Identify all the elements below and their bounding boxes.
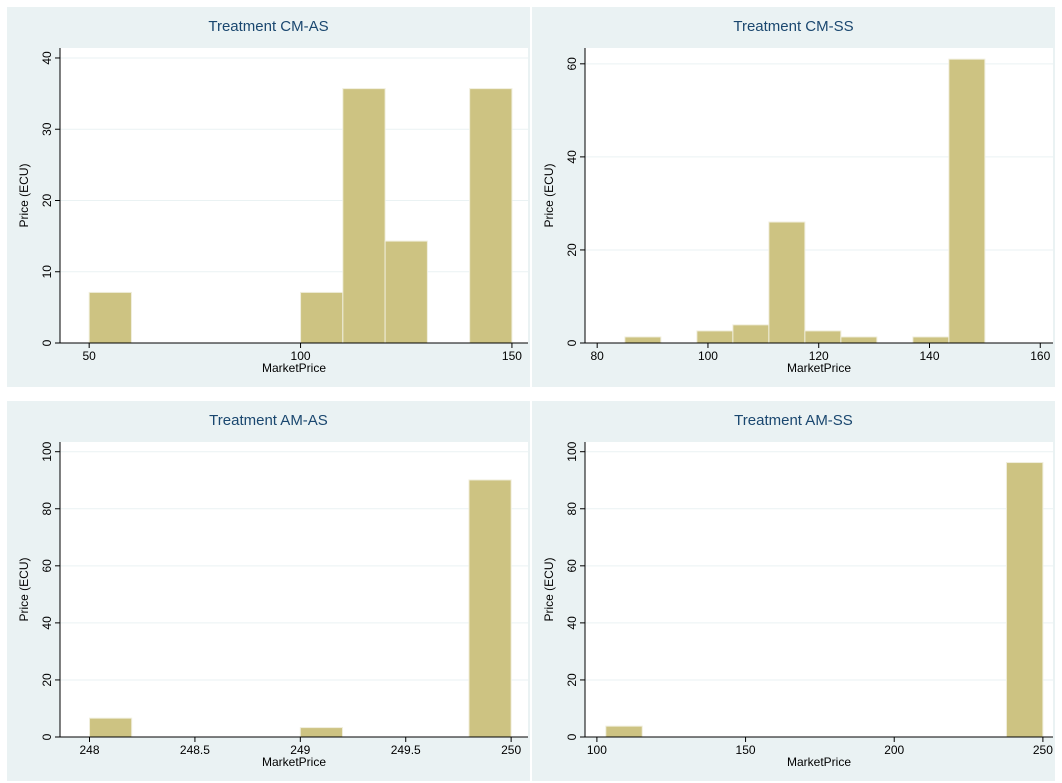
x-axis-label: MarketPrice bbox=[262, 361, 326, 375]
y-axis-label: Price (ECU) bbox=[17, 163, 31, 227]
y-tick-label: 80 bbox=[40, 502, 54, 516]
bar bbox=[804, 330, 842, 344]
x-tick-label: 160 bbox=[1030, 349, 1050, 363]
x-axis-label: MarketPrice bbox=[262, 755, 326, 769]
y-tick-label: 100 bbox=[565, 441, 579, 461]
y-tick-label: 40 bbox=[565, 616, 579, 630]
bar bbox=[696, 330, 734, 344]
bar bbox=[300, 291, 344, 344]
panel-title: Treatment CM-SS bbox=[733, 18, 853, 35]
bar bbox=[88, 291, 132, 344]
bar bbox=[768, 221, 806, 344]
y-axis-label: Price (ECU) bbox=[542, 557, 556, 621]
x-tick-label: 250 bbox=[1033, 743, 1053, 757]
panel-title: Treatment CM-AS bbox=[208, 18, 328, 35]
y-tick-label: 20 bbox=[565, 673, 579, 687]
y-tick-label: 40 bbox=[565, 150, 579, 164]
y-tick-label: 60 bbox=[565, 57, 579, 71]
bar bbox=[605, 725, 643, 738]
bar bbox=[342, 88, 386, 344]
bar bbox=[384, 240, 428, 344]
y-tick-label: 0 bbox=[565, 339, 579, 346]
plot-area bbox=[60, 442, 528, 737]
y-tick-label: 20 bbox=[40, 673, 54, 687]
y-tick-label: 0 bbox=[40, 339, 54, 346]
x-tick-label: 200 bbox=[884, 743, 904, 757]
y-tick-label: 100 bbox=[40, 441, 54, 461]
y-tick-label: 40 bbox=[40, 616, 54, 630]
bar bbox=[912, 336, 950, 344]
y-tick-label: 20 bbox=[40, 193, 54, 207]
x-tick-label: 140 bbox=[919, 349, 939, 363]
x-tick-label: 80 bbox=[591, 349, 605, 363]
x-tick-label: 150 bbox=[502, 349, 522, 363]
y-tick-label: 60 bbox=[565, 559, 579, 573]
plot-area bbox=[60, 48, 528, 343]
x-tick-label: 249 bbox=[290, 743, 310, 757]
x-tick-label: 100 bbox=[587, 743, 607, 757]
panel-title: Treatment AM-SS bbox=[734, 412, 853, 429]
x-tick-label: 248.5 bbox=[180, 743, 210, 757]
x-tick-label: 100 bbox=[698, 349, 718, 363]
y-tick-label: 20 bbox=[565, 243, 579, 257]
plot-area bbox=[585, 442, 1053, 737]
x-tick-label: 150 bbox=[736, 743, 756, 757]
bar bbox=[469, 88, 513, 344]
x-tick-label: 249.5 bbox=[391, 743, 421, 757]
y-tick-label: 0 bbox=[40, 733, 54, 740]
y-axis-label: Price (ECU) bbox=[17, 557, 31, 621]
x-tick-label: 248 bbox=[79, 743, 99, 757]
x-axis-label: MarketPrice bbox=[787, 361, 851, 375]
x-axis-label: MarketPrice bbox=[787, 755, 851, 769]
y-tick-label: 60 bbox=[40, 559, 54, 573]
bar bbox=[299, 727, 343, 738]
x-tick-label: 250 bbox=[501, 743, 521, 757]
x-tick-label: 100 bbox=[291, 349, 311, 363]
y-tick-label: 10 bbox=[40, 265, 54, 279]
y-tick-label: 30 bbox=[40, 122, 54, 136]
y-axis-label: Price (ECU) bbox=[542, 163, 556, 227]
bar bbox=[89, 717, 133, 738]
y-tick-label: 40 bbox=[40, 51, 54, 65]
bar bbox=[948, 58, 986, 344]
panel-title: Treatment AM-AS bbox=[209, 412, 328, 429]
x-tick-label: 120 bbox=[809, 349, 829, 363]
y-tick-label: 80 bbox=[565, 502, 579, 516]
bar bbox=[732, 324, 770, 344]
bar bbox=[468, 479, 512, 738]
x-tick-label: 50 bbox=[82, 349, 96, 363]
y-tick-label: 0 bbox=[565, 733, 579, 740]
bar bbox=[1005, 462, 1044, 738]
bar bbox=[624, 336, 662, 344]
bar bbox=[840, 336, 878, 344]
